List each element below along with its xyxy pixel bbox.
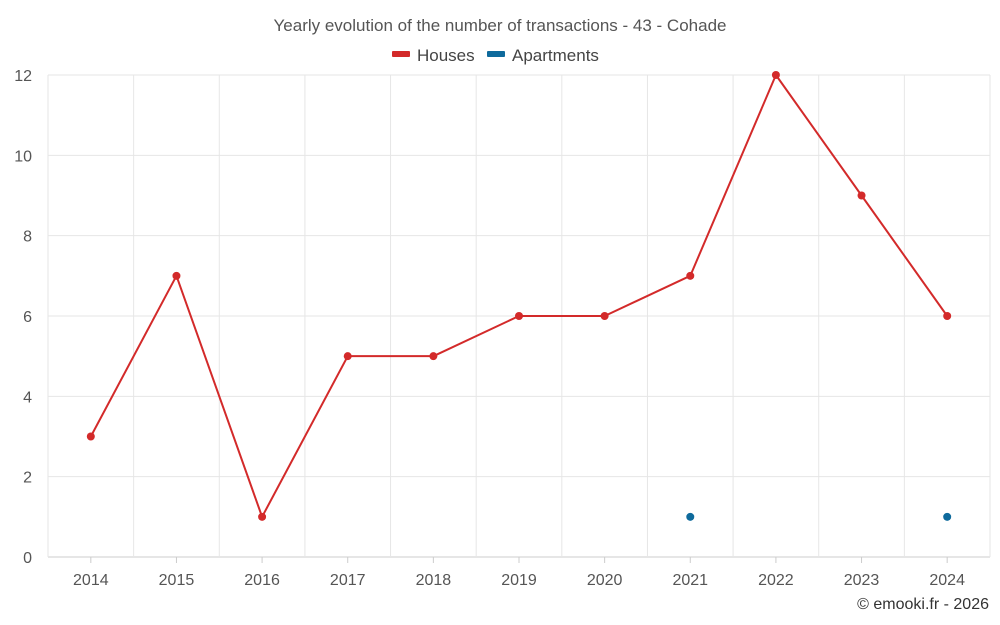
y-tick-label: 2 — [23, 470, 32, 487]
data-point-houses[interactable] — [600, 312, 609, 320]
x-tick-label: 2021 — [672, 572, 708, 589]
data-point-houses[interactable] — [86, 432, 95, 441]
x-tick-label: 2018 — [416, 572, 452, 589]
legend-swatch-houses — [392, 51, 410, 57]
data-point-houses[interactable] — [429, 352, 438, 361]
chart-title: Yearly evolution of the number of transa… — [274, 16, 727, 35]
x-tick-label: 2020 — [587, 572, 623, 589]
y-tick-label: 12 — [14, 68, 32, 85]
x-tick-label: 2016 — [244, 572, 280, 589]
legend-label-houses: Houses — [417, 46, 475, 65]
legend-item-apartments[interactable]: Apartments — [487, 46, 599, 65]
x-tick-label: 2022 — [758, 572, 794, 589]
x-tick-label: 2017 — [330, 572, 366, 589]
legend-label-apartments: Apartments — [512, 46, 599, 65]
x-tick-label: 2024 — [929, 572, 965, 589]
credit-text: © emooki.fr - 2026 — [857, 596, 989, 613]
x-tick-label: 2023 — [844, 572, 880, 589]
data-point-houses[interactable] — [857, 191, 866, 200]
series-apartments — [686, 512, 952, 521]
axes: 0 2 4 6 8 10 12 2014 2015 2016 2017 2018 2019 2020 202… — [14, 68, 965, 589]
y-tick-label: 0 — [23, 550, 32, 567]
x-tick-label: 2014 — [73, 572, 109, 589]
data-point-houses[interactable] — [686, 271, 695, 280]
data-point-houses[interactable] — [172, 271, 181, 280]
data-point-apartments[interactable] — [943, 512, 952, 521]
data-point-houses[interactable] — [343, 352, 352, 361]
data-point-houses[interactable] — [258, 512, 267, 521]
legend: Houses Apartments — [392, 46, 599, 65]
y-tick-label: 10 — [14, 148, 32, 165]
legend-swatch-apartments — [487, 51, 505, 57]
data-point-houses[interactable] — [515, 312, 523, 320]
y-tick-label: 6 — [23, 309, 32, 326]
y-tick-label: 8 — [23, 229, 32, 246]
data-point-houses[interactable] — [943, 312, 952, 320]
legend-item-houses[interactable]: Houses — [392, 46, 475, 65]
series-houses — [86, 71, 952, 521]
data-point-houses[interactable] — [771, 71, 780, 79]
x-tick-label: 2015 — [159, 572, 195, 589]
x-tick-label: 2019 — [501, 572, 537, 589]
data-point-apartments[interactable] — [686, 512, 695, 521]
y-tick-label: 4 — [23, 389, 32, 406]
series — [86, 71, 952, 521]
